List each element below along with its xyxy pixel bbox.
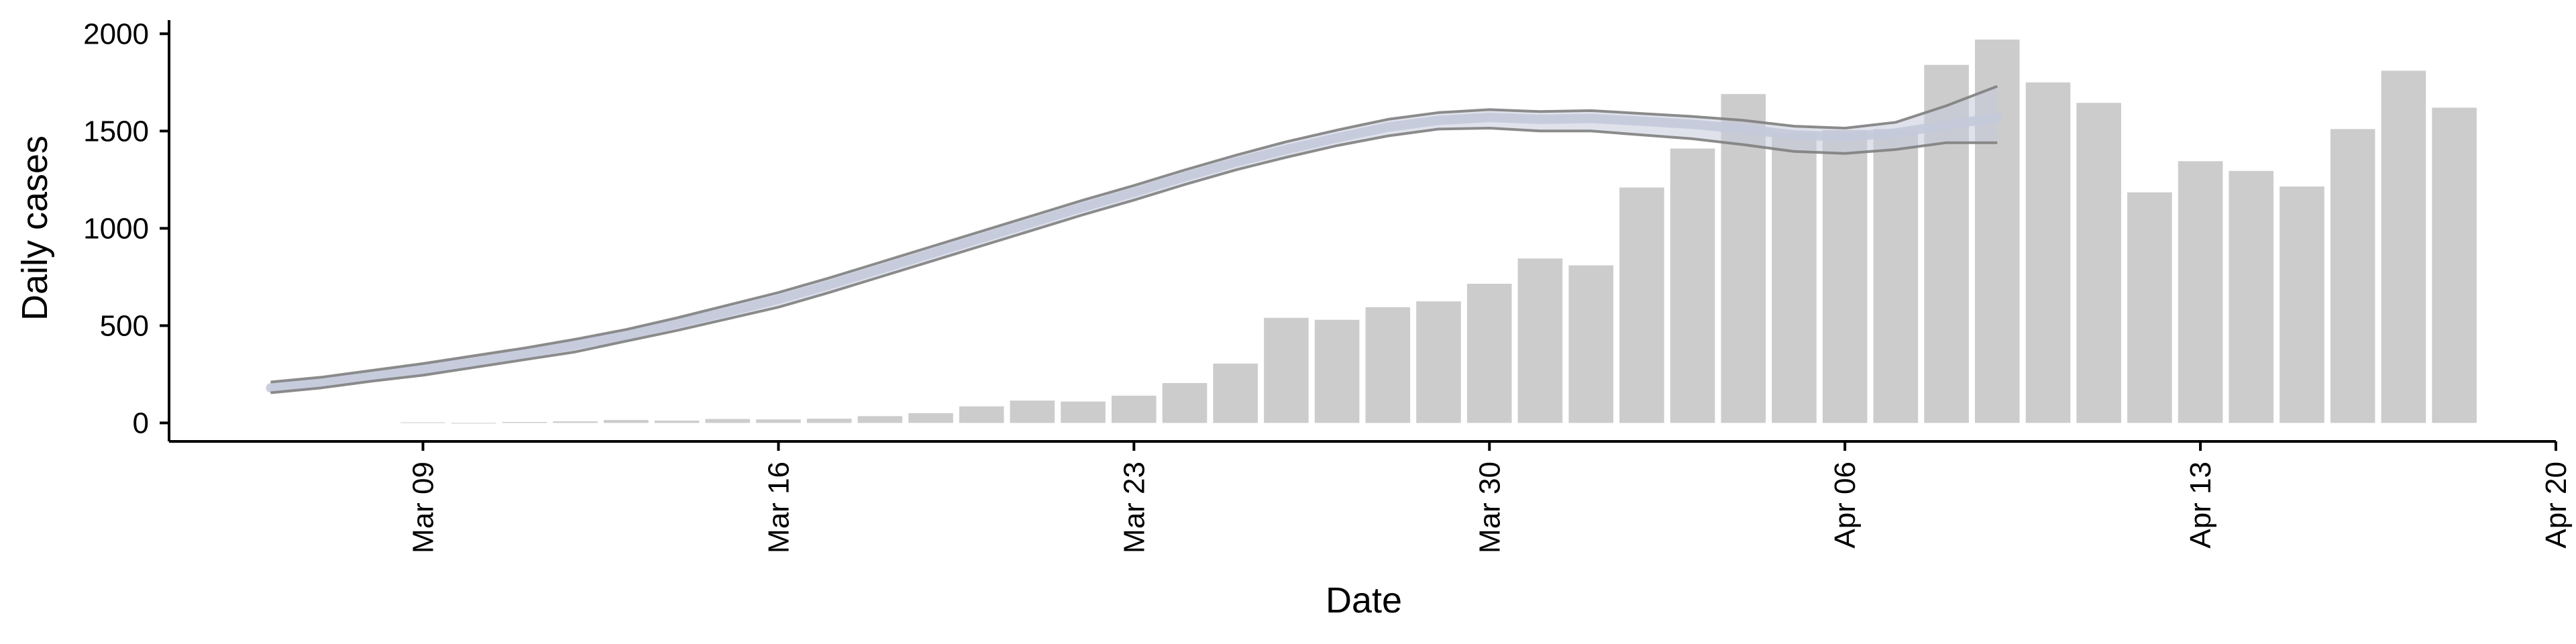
bar-mar-15 (705, 419, 750, 423)
bar-mar-18 (857, 416, 903, 423)
bar-mar-17 (806, 419, 852, 423)
y-tick-label: 1000 (83, 212, 149, 245)
bar-mar-26 (1264, 317, 1309, 423)
y-tick-label: 1500 (83, 115, 149, 148)
bar-mar-19 (908, 413, 953, 423)
bar-mar-23 (1112, 395, 1157, 423)
y-tick-label: 2000 (83, 17, 149, 50)
axes (168, 20, 2556, 443)
bar-apr-15 (2279, 186, 2324, 423)
bar-mar-20 (959, 406, 1004, 423)
y-tick-label: 500 (100, 309, 149, 342)
bar-apr-17 (2381, 70, 2426, 423)
bar-apr-12 (2127, 192, 2172, 423)
bar-mar-16 (756, 419, 801, 423)
bar-apr-07 (1873, 129, 1919, 423)
tick-marks: 0 500 1000 1500 2000 Mar 09 Mar 16 Mar 23 Mar 30… (83, 17, 2573, 553)
bar-mar-31 (1517, 258, 1563, 423)
bar-apr-10 (2025, 82, 2071, 423)
plot-area (266, 40, 2477, 424)
bar-mar-29 (1416, 301, 1461, 423)
y-tick-label: 0 (133, 407, 149, 439)
bar-mar-22 (1061, 401, 1106, 423)
bar-apr-18 (2432, 107, 2477, 423)
x-tick-label: Mar 23 (1118, 462, 1150, 553)
bar-apr-05 (1772, 133, 1817, 423)
bar-mar-24 (1162, 383, 1208, 423)
x-tick-label: Apr 06 (1829, 462, 1862, 549)
bar-mar-14 (654, 421, 700, 423)
bar-mar-11 (502, 422, 547, 423)
x-tick-label: Apr 13 (2184, 462, 2217, 549)
bar-apr-01 (1568, 265, 1613, 423)
bar-mar-21 (1010, 400, 1055, 423)
bar-apr-16 (2330, 129, 2375, 423)
bar-apr-13 (2178, 161, 2223, 423)
bar-mar-27 (1314, 319, 1360, 423)
bar-apr-06 (1822, 129, 1868, 423)
upper-bound-line (270, 85, 1998, 384)
bar-mar-30 (1466, 284, 1512, 423)
x-axis-title: Date (1326, 580, 1402, 621)
x-tick-label: Apr 20 (2540, 462, 2573, 549)
lower-bound-line (270, 127, 1998, 394)
y-axis-title: Daily cases (15, 136, 55, 321)
x-tick-label: Mar 16 (762, 462, 795, 553)
bar-mar-12 (553, 421, 598, 423)
bar-apr-02 (1619, 187, 1664, 423)
x-tick-label: Mar 30 (1473, 462, 1506, 553)
bar-apr-03 (1670, 148, 1715, 423)
estimate-line (266, 113, 2002, 393)
bar-apr-14 (2229, 170, 2274, 423)
bar-apr-11 (2076, 103, 2121, 423)
bar-apr-04 (1721, 94, 1766, 423)
bar-mar-28 (1365, 307, 1411, 423)
bar-mar-25 (1213, 364, 1258, 423)
x-tick-label: Mar 09 (407, 462, 440, 553)
bar-mar-13 (604, 420, 649, 423)
